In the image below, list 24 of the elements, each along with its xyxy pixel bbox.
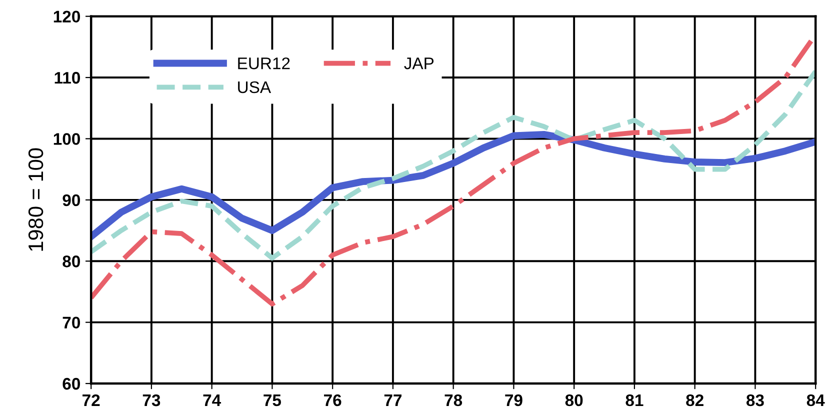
y-tick-label: 90: [62, 194, 80, 206]
x-tick-label: 77: [384, 394, 402, 406]
x-tick-label: 83: [746, 394, 764, 406]
x-tick-label: 72: [82, 394, 100, 406]
x-tick-label: 74: [203, 394, 222, 406]
legend-label: EUR12: [238, 57, 290, 70]
y-tick-label: 120: [54, 10, 80, 23]
y-tick-label: 100: [54, 133, 80, 145]
x-tick-label: 76: [324, 394, 342, 406]
y-axis-title: 1980 = 100: [28, 148, 44, 251]
x-tick-label: 81: [626, 394, 644, 406]
x-tick-label: 79: [505, 394, 522, 406]
y-tick-label: 80: [62, 256, 80, 268]
legend-label: JAP: [404, 58, 434, 70]
x-tick-label: 82: [686, 394, 704, 406]
y-tick-label: 60: [62, 378, 80, 390]
y-tick-label: 70: [62, 316, 80, 329]
x-tick-label: 80: [565, 394, 583, 406]
x-tick-label: 84: [806, 394, 825, 406]
legend-label: USA: [238, 81, 272, 94]
x-tick-label: 75: [264, 394, 282, 406]
x-tick-label: 78: [444, 394, 462, 406]
y-tick-label: 110: [54, 72, 80, 84]
x-tick-label: 73: [142, 394, 160, 406]
